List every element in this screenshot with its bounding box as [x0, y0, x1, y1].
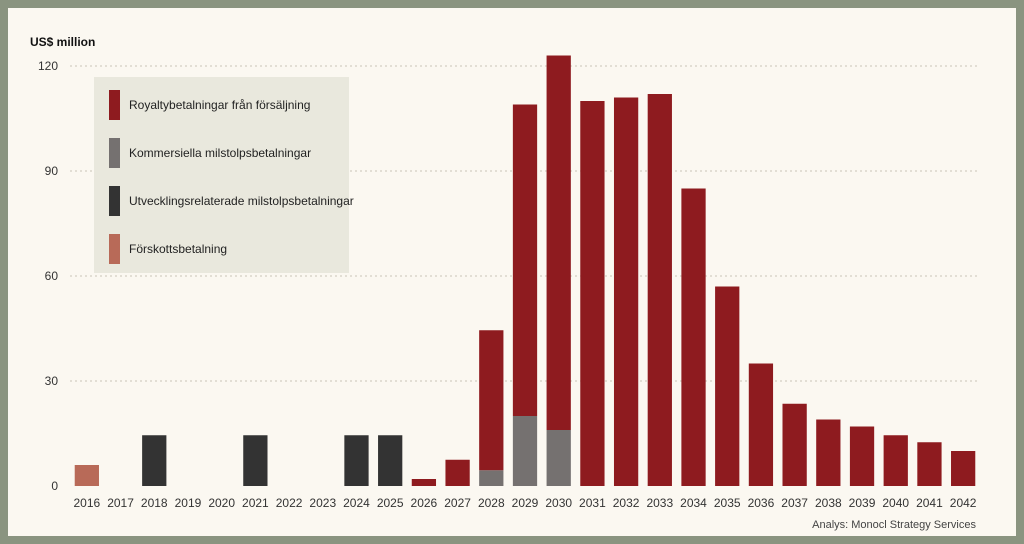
bar-2035-series-3 — [715, 286, 740, 486]
bar-2033-series-3 — [647, 94, 672, 486]
legend-swatch — [109, 138, 120, 168]
bar-2030-series-3 — [546, 55, 571, 430]
y-tick-label: 60 — [45, 269, 59, 283]
bar-2034-series-3 — [681, 188, 706, 486]
legend-swatch — [109, 186, 120, 216]
bar-2028-series-2 — [479, 470, 504, 486]
x-tick-label: 2016 — [74, 496, 101, 510]
x-tick-label: 2018 — [141, 496, 168, 510]
bar-2029-series-3 — [512, 104, 538, 416]
y-axis-ticks: 0 30 60 90 120 — [38, 59, 58, 493]
legend-label: Royaltybetalningar från försäljning — [129, 98, 310, 112]
legend: Royaltybetalningar från försäljning Komme… — [94, 77, 354, 273]
x-tick-label: 2027 — [444, 496, 471, 510]
x-tick-label: 2041 — [916, 496, 943, 510]
bar-2030-series-2 — [546, 430, 571, 486]
bar-2041-series-3 — [917, 442, 942, 486]
x-tick-label: 2032 — [613, 496, 640, 510]
credit-text: Analys: Monocl Strategy Services — [812, 519, 976, 531]
bar-2028-series-3 — [479, 330, 504, 471]
bar-2024-series-1 — [344, 435, 369, 486]
bar-2026-series-3 — [411, 479, 437, 486]
legend-label: Förskottsbetalning — [129, 242, 227, 256]
bar-2040-series-3 — [883, 435, 908, 486]
x-tick-label: 2039 — [849, 496, 876, 510]
y-axis-unit-label: US$ million — [30, 35, 95, 49]
x-tick-label: 2031 — [579, 496, 606, 510]
bar-2016-series-0 — [74, 465, 99, 486]
x-tick-label: 2019 — [175, 496, 202, 510]
x-tick-label: 2028 — [478, 496, 505, 510]
legend-swatch — [109, 90, 120, 120]
x-tick-label: 2038 — [815, 496, 842, 510]
x-tick-label: 2026 — [411, 496, 438, 510]
bar-2032-series-3 — [613, 97, 639, 486]
y-tick-label: 90 — [45, 164, 59, 178]
bar-2029-series-2 — [512, 416, 538, 486]
x-tick-label: 2030 — [545, 496, 572, 510]
x-tick-label: 2021 — [242, 496, 269, 510]
legend-swatch — [109, 234, 120, 264]
legend-label: Utvecklingsrelaterade milstolpsbetalning… — [129, 194, 354, 208]
bar-2025-series-1 — [378, 435, 403, 486]
x-tick-label: 2042 — [950, 496, 977, 510]
x-axis-ticks: 2016 2017 2018 2019 2020 2021 2022 2023 2024 2025… — [74, 496, 977, 510]
x-tick-label: 2033 — [646, 496, 673, 510]
bar-2037-series-3 — [782, 403, 807, 486]
x-tick-label: 2023 — [309, 496, 336, 510]
x-tick-label: 2022 — [276, 496, 303, 510]
legend-label: Kommersiella milstolpsbetalningar — [129, 146, 311, 160]
chart-frame: 0 30 60 90 120 2016 2017 2018 2019 2020 2021 2022 2… — [8, 8, 1016, 536]
x-tick-label: 2024 — [343, 496, 370, 510]
bar-2031-series-3 — [580, 101, 605, 486]
bar-2021-series-1 — [243, 435, 268, 486]
bar-2018-series-1 — [142, 435, 167, 486]
bar-2038-series-3 — [816, 419, 841, 486]
y-tick-label: 120 — [38, 59, 58, 73]
bar-2042-series-3 — [951, 451, 976, 486]
bars — [74, 55, 976, 486]
bar-2039-series-3 — [849, 426, 875, 486]
bar-2027-series-3 — [445, 459, 470, 486]
legend-box — [94, 77, 349, 273]
x-tick-label: 2029 — [512, 496, 539, 510]
x-tick-label: 2020 — [208, 496, 235, 510]
x-tick-label: 2035 — [714, 496, 741, 510]
y-tick-label: 30 — [45, 374, 59, 388]
x-tick-label: 2034 — [680, 496, 707, 510]
x-tick-label: 2017 — [107, 496, 134, 510]
x-tick-label: 2025 — [377, 496, 404, 510]
x-tick-label: 2037 — [781, 496, 808, 510]
x-tick-label: 2036 — [748, 496, 775, 510]
x-tick-label: 2040 — [882, 496, 909, 510]
bar-2036-series-3 — [748, 363, 774, 486]
y-tick-label: 0 — [51, 479, 58, 493]
